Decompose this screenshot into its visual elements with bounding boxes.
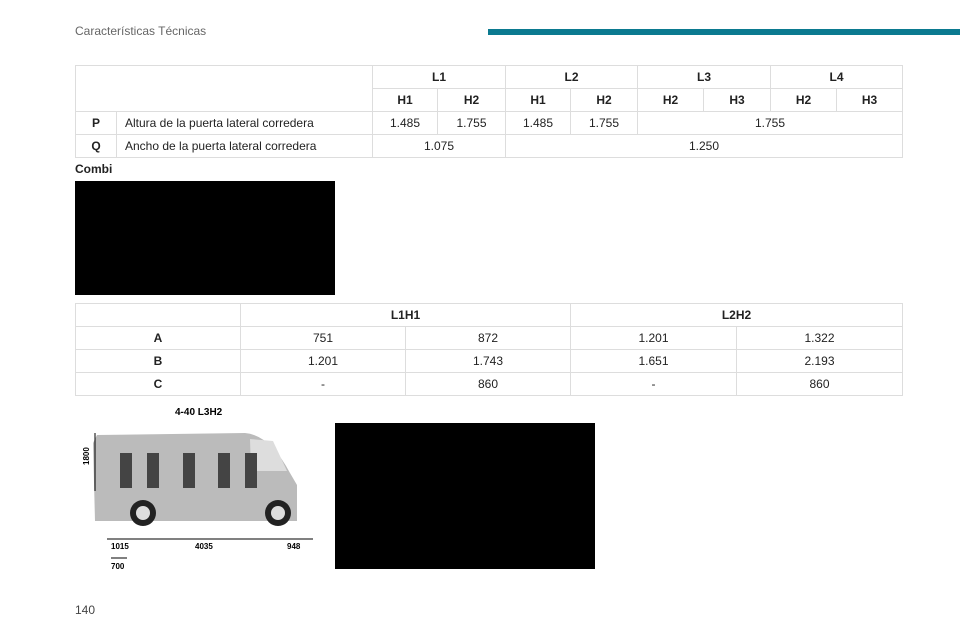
cell: 751 (240, 326, 406, 350)
cell: 1.075 (372, 134, 506, 158)
cell: - (240, 372, 406, 396)
sub-header: H1 (505, 88, 571, 112)
group-header: L3 (637, 65, 771, 89)
cell: 860 (736, 372, 903, 396)
page-number: 140 (75, 603, 96, 617)
door-dimensions-table: L1 L2 L3 L4 H1 H2 H1 H2 H2 H3 H2 H3 P Al… (75, 65, 903, 158)
figure-title: 4-40 L3H2 (175, 407, 223, 418)
van-dimension-figure: 4-40 L3H2 1800 1015 4035 948 700 (82, 407, 313, 571)
sub-header: H2 (770, 88, 837, 112)
group-header: L1H1 (240, 303, 571, 327)
dim-label: 948 (287, 542, 301, 551)
row-label: Altura de la puerta lateral corredera (116, 111, 373, 135)
cell: 1.485 (372, 111, 438, 135)
table-row: C -860-860 (75, 372, 903, 396)
combi-heading: Combi (75, 162, 113, 176)
cell: 1.250 (505, 134, 903, 158)
group-header: L2H2 (570, 303, 903, 327)
cell: 1.755 (637, 111, 903, 135)
dim-label: 4035 (195, 542, 213, 551)
cell: 1.322 (736, 326, 903, 350)
cell: 1.485 (505, 111, 571, 135)
dim-label: 1015 (111, 542, 129, 551)
group-header: L1 (372, 65, 506, 89)
cell: 1.201 (570, 326, 737, 350)
sub-header: H3 (703, 88, 771, 112)
cell: 1.755 (437, 111, 506, 135)
cell: 2.193 (736, 349, 903, 373)
vehicle-image (335, 423, 595, 569)
cell: - (570, 372, 737, 396)
sub-header: H2 (637, 88, 704, 112)
table-row: A 751 872 1.201 1.322 (75, 326, 903, 350)
cell: 1.201 (240, 349, 406, 373)
sub-header: H3 (836, 88, 903, 112)
table-row: Q Ancho de la puerta lateral corredera 1… (75, 134, 903, 158)
table-row: P Altura de la puerta lateral corredera … (75, 111, 903, 135)
row-key: Q (75, 134, 117, 158)
table-row: B 1.201 1.743 1.651 2.193 (75, 349, 903, 373)
cell: 1.743 (405, 349, 571, 373)
cell: 1.651 (570, 349, 737, 373)
dim-label: 700 (111, 562, 125, 571)
sub-header: H1 (372, 88, 438, 112)
group-header: L2 (505, 65, 638, 89)
combi-dimensions-table: L1H1 L2H2 A 751 872 1.201 1.322 B 1.201 1.74… (75, 303, 903, 396)
cell: 1.755 (570, 111, 638, 135)
row-key: A (75, 326, 241, 350)
cell: 860 (405, 372, 571, 396)
sub-header: H2 (570, 88, 638, 112)
cell: 872 (405, 326, 571, 350)
row-key: B (75, 349, 241, 373)
row-key: P (75, 111, 117, 135)
seats (120, 453, 257, 488)
sub-header: H2 (437, 88, 506, 112)
group-header: L4 (770, 65, 903, 89)
section-title: Características Técnicas (75, 24, 207, 38)
height-dim: 1800 (82, 447, 91, 465)
row-label: Ancho de la puerta lateral corredera (116, 134, 373, 158)
combi-image (75, 181, 335, 295)
header-accent-bar (488, 29, 960, 35)
row-key: C (75, 372, 241, 396)
